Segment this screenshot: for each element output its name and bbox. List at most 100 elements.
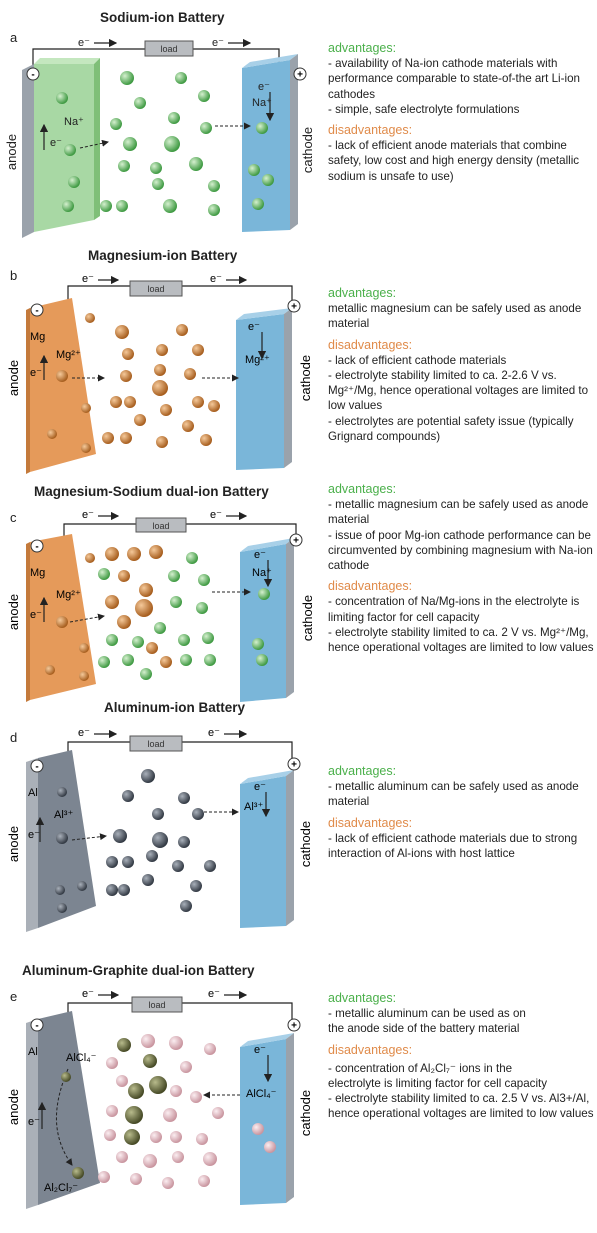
magnesium-ion bbox=[156, 436, 168, 448]
electron-label-left: e⁻ bbox=[82, 273, 94, 285]
alcl4-ion bbox=[150, 1131, 162, 1143]
al2cl7-ion bbox=[61, 1072, 71, 1082]
aluminum-ion bbox=[172, 860, 184, 872]
cathode-label: cathode bbox=[298, 821, 313, 867]
panel-letter: e bbox=[10, 989, 18, 1004]
cathode-label: cathode bbox=[300, 595, 315, 641]
sodium-ion bbox=[110, 118, 122, 130]
disadvantage-item: - electrolyte stability limited to ca. 2… bbox=[328, 625, 594, 655]
svg-text:+: + bbox=[291, 1021, 297, 1032]
anode-electron-label: e⁻ bbox=[30, 609, 42, 621]
anode-label: anode bbox=[6, 826, 21, 862]
advantages-header: advantages: bbox=[328, 41, 397, 55]
cathode-electron-label: e⁻ bbox=[258, 81, 270, 93]
anode-electron-label: e⁻ bbox=[30, 367, 42, 379]
sodium-ion bbox=[189, 157, 203, 171]
magnesium-ion bbox=[117, 615, 131, 629]
panel-sodium-ion: Sodium-ion Battery a load e⁻ e⁻ - anode … bbox=[0, 0, 597, 250]
alcl4-ion bbox=[106, 1105, 118, 1117]
svg-text:+: + bbox=[291, 302, 297, 313]
alcl4-ion bbox=[196, 1133, 208, 1145]
advantage-item: - metallic aluminum can be used as on th… bbox=[328, 1007, 526, 1036]
disadvantage-item: - concentration of Na/Mg-ions in the ele… bbox=[328, 595, 580, 624]
sodium-ion bbox=[106, 634, 118, 646]
sodium-ion bbox=[186, 552, 198, 564]
sodium-ion bbox=[163, 199, 177, 213]
sodium-ion bbox=[140, 668, 152, 680]
advantages-header: advantages: bbox=[328, 286, 397, 300]
electrolyte-ions bbox=[45, 545, 270, 681]
magnesium-ion bbox=[127, 547, 141, 561]
panel-magnesium-ion: Magnesium-ion Battery b load e⁻ e⁻ - ano… bbox=[0, 248, 597, 474]
al2cl7-ion bbox=[128, 1083, 144, 1099]
alcl4-ion bbox=[143, 1154, 157, 1168]
svg-text:-: - bbox=[35, 1021, 38, 1032]
sodium-ion bbox=[154, 622, 166, 634]
panel-title: Aluminum-Graphite dual-ion Battery bbox=[22, 963, 255, 978]
ion-path-arrow bbox=[71, 833, 107, 841]
sodium-ion bbox=[68, 176, 80, 188]
anode-current-collector bbox=[22, 64, 34, 238]
alcl4-ion bbox=[130, 1173, 142, 1185]
cathode-current-collector bbox=[286, 1033, 294, 1203]
sodium-ion bbox=[118, 160, 130, 172]
disadvantages-header: disadvantages: bbox=[328, 579, 413, 594]
alcl4-ion bbox=[190, 1091, 202, 1103]
magnesium-ion bbox=[110, 396, 122, 408]
load-label: load bbox=[147, 739, 164, 749]
electron-label-right: e⁻ bbox=[210, 509, 222, 521]
cathode-ion-label: Na⁺ bbox=[252, 97, 272, 109]
alcl4-ion bbox=[264, 1141, 276, 1153]
advantage-item: - metallic magnesium can be safely used … bbox=[328, 498, 589, 527]
anode-current-collector bbox=[26, 758, 38, 932]
anode-ion-label: Al³⁺ bbox=[54, 809, 73, 821]
aluminum-ion bbox=[190, 880, 202, 892]
aluminum-ion bbox=[56, 832, 68, 844]
svg-text:-: - bbox=[35, 762, 38, 773]
alcl4-ion bbox=[170, 1085, 182, 1097]
magnesium-ion bbox=[79, 643, 89, 653]
cathode-electron-label: e⁻ bbox=[248, 321, 260, 333]
sodium-ion bbox=[116, 200, 128, 212]
anode-metal-label: Al bbox=[28, 1046, 38, 1058]
magnesium-ion bbox=[184, 368, 196, 380]
disadvantages-header: disadvantages: bbox=[328, 123, 413, 138]
load-label: load bbox=[160, 44, 177, 54]
disadvantage-item: - electrolyte stability limited to ca. 2… bbox=[328, 1092, 594, 1121]
aluminum-ion bbox=[146, 850, 158, 862]
anode-metal-label: Mg bbox=[30, 331, 45, 343]
sodium-ion bbox=[208, 180, 220, 192]
magnesium-ion bbox=[182, 420, 194, 432]
anode-label: anode bbox=[6, 360, 21, 396]
sodium-ion bbox=[132, 636, 144, 648]
magnesium-ion bbox=[192, 344, 204, 356]
electrolyte-ions bbox=[61, 1034, 276, 1189]
sodium-ion bbox=[196, 602, 208, 614]
alcl4-ion bbox=[180, 1061, 192, 1073]
al2cl7-ion bbox=[125, 1106, 143, 1124]
disadvantages-header: disadvantages: bbox=[328, 815, 413, 830]
magnesium-ion bbox=[156, 344, 168, 356]
battery-diagram: load e⁻ e⁻ - anode Al Al³⁺ e⁻ + cathode … bbox=[6, 727, 313, 932]
advantage-item: - issue of poor Mg-ion cathode performan… bbox=[328, 528, 593, 573]
ion-path-arrow bbox=[69, 613, 105, 623]
sodium-ion bbox=[175, 72, 187, 84]
cathode-electrode bbox=[240, 544, 286, 702]
electrolyte-ions bbox=[56, 71, 274, 216]
alcl4-ion bbox=[204, 1043, 216, 1055]
sodium-ion bbox=[248, 164, 260, 176]
load-box bbox=[129, 735, 183, 752]
panel-title: Sodium-ion Battery bbox=[100, 10, 225, 25]
cathode-electrode bbox=[242, 60, 290, 232]
sodium-ion bbox=[258, 588, 270, 600]
anode-electron-label: e⁻ bbox=[28, 1116, 40, 1128]
sodium-ion bbox=[204, 654, 216, 666]
anode-electrode bbox=[30, 298, 96, 472]
magnesium-ion bbox=[115, 325, 129, 339]
cathode-current-collector bbox=[286, 770, 294, 926]
anode-ion2-label: Al₂Cl₇⁻ bbox=[44, 1182, 78, 1194]
info-text: advantages: - metallic aluminum can be s… bbox=[328, 764, 594, 861]
aluminum-ion bbox=[180, 900, 192, 912]
al2cl7-ion bbox=[124, 1129, 140, 1145]
sodium-ion bbox=[98, 656, 110, 668]
